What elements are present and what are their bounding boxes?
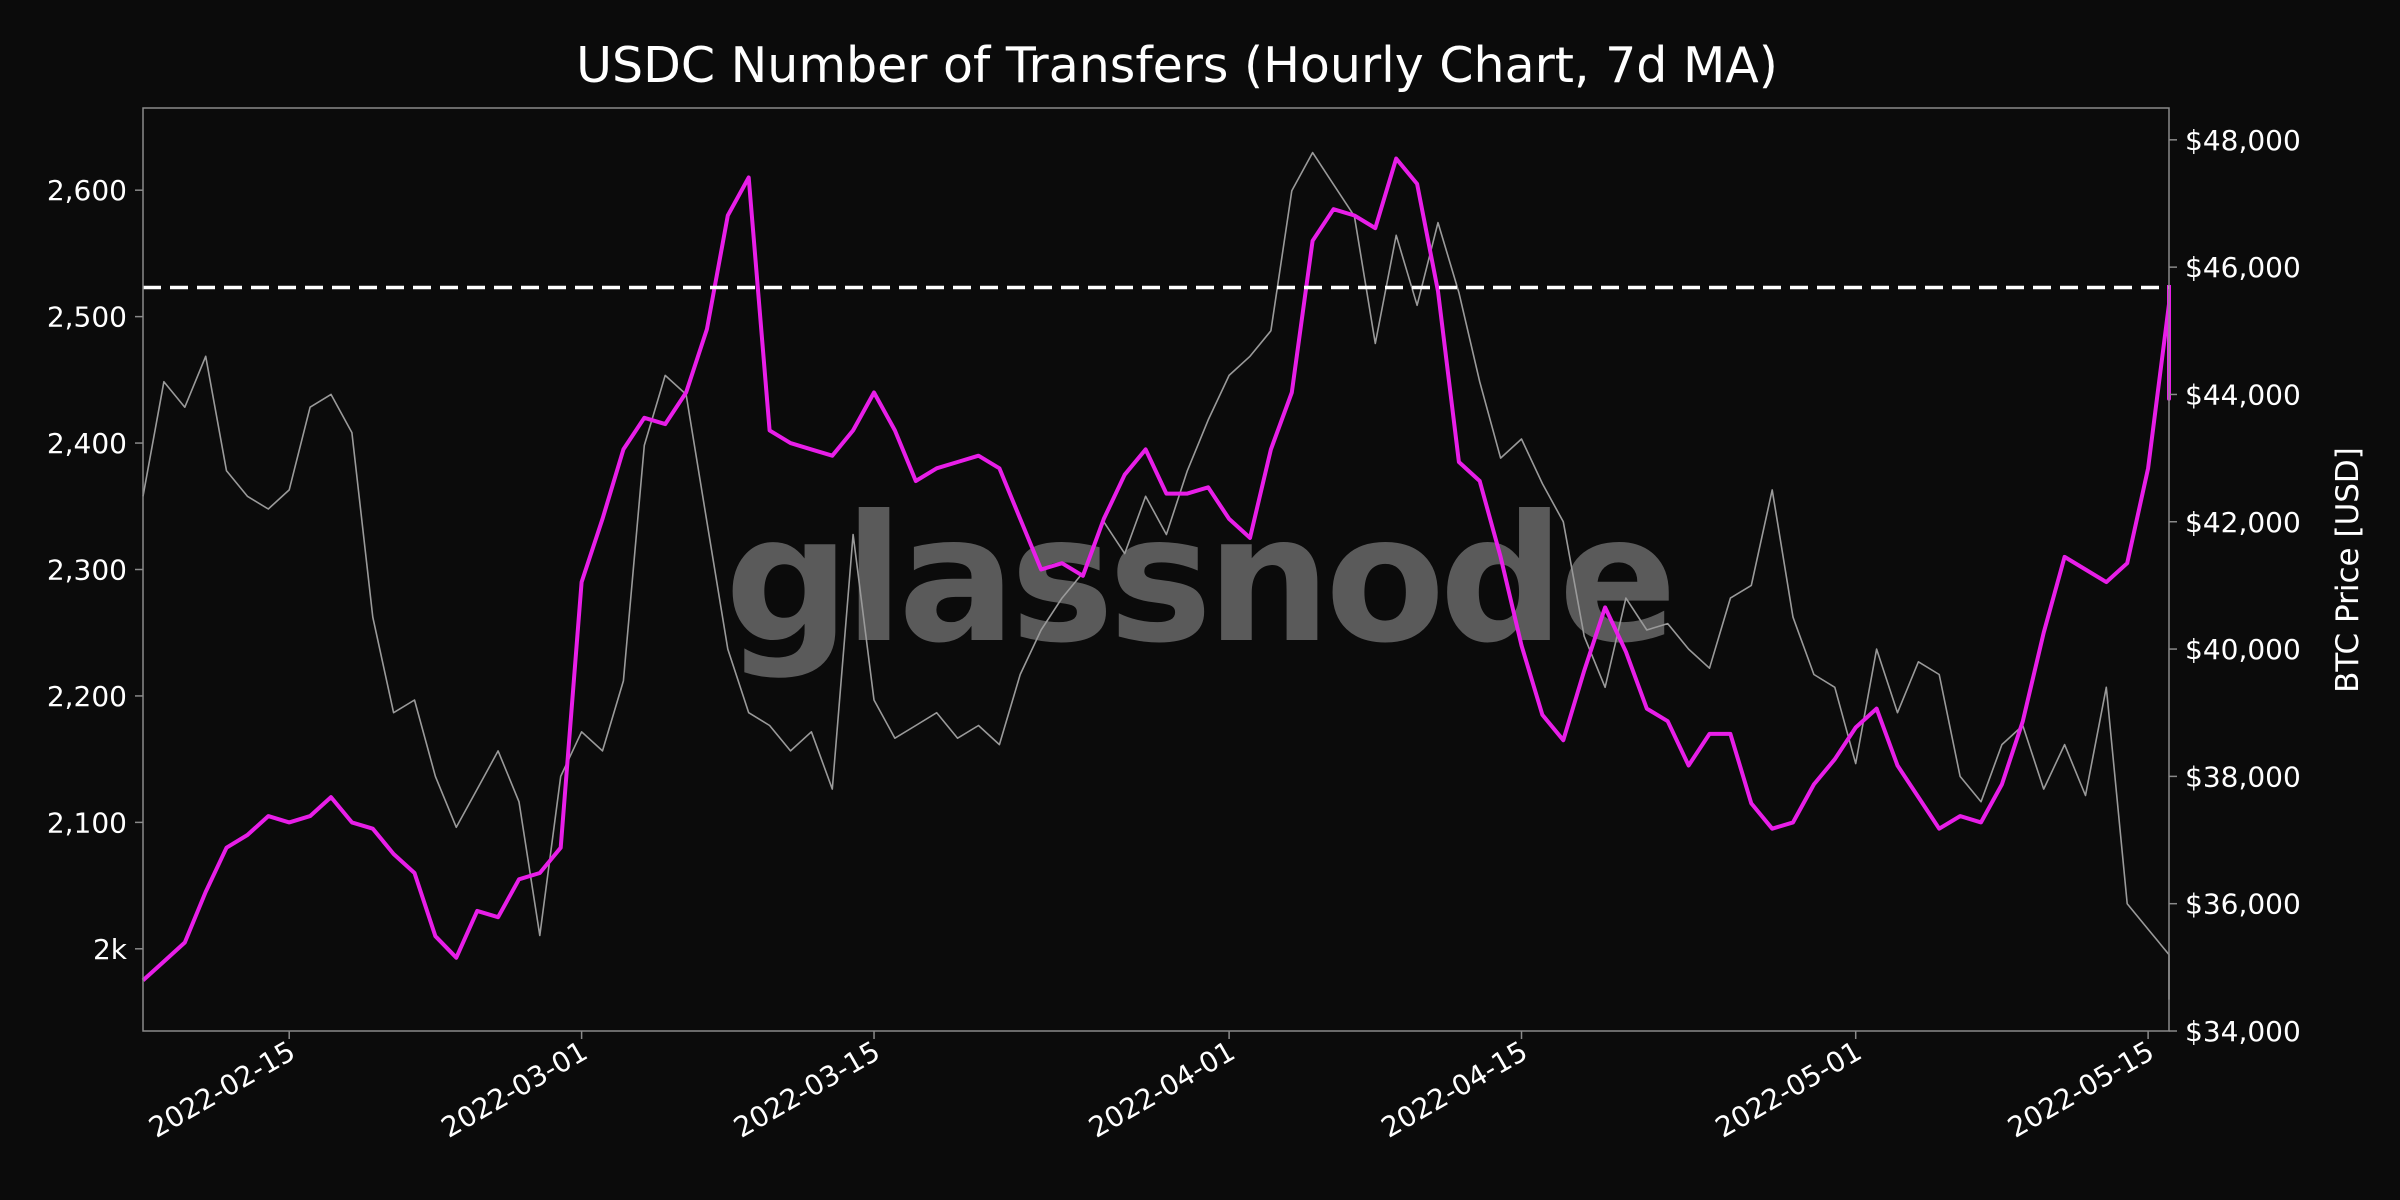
y2-axis-label: BTC Price [USD] (2330, 447, 2366, 693)
y2-tick-label: $34,000 (2185, 1015, 2301, 1048)
y-tick-label: 2,200 (47, 680, 127, 713)
y2-tick-label: $36,000 (2185, 888, 2301, 921)
y2-tick-label: $48,000 (2185, 124, 2301, 157)
series-layer (141, 151, 2171, 1001)
usdc-transfers-line (141, 156, 2171, 982)
y2-tick-label: $38,000 (2185, 760, 2301, 793)
y2-tick-label: $42,000 (2185, 506, 2301, 539)
y-tick-label: 2,100 (47, 806, 127, 839)
y-tick-label: 2k (93, 933, 128, 966)
y-tick-label: 2,600 (47, 174, 127, 207)
btc-price-line (142, 151, 2170, 1001)
y-tick-label: 2,500 (47, 301, 127, 334)
y2-tick-label: $40,000 (2185, 633, 2301, 666)
y2-tick-label: $46,000 (2185, 251, 2301, 284)
y-tick-label: 2,400 (47, 427, 127, 460)
watermark: glassnode (725, 479, 1671, 682)
y-tick-label: 2,300 (47, 554, 127, 587)
chart-title: USDC Number of Transfers (Hourly Chart, … (576, 37, 1778, 94)
y2-tick-label: $44,000 (2185, 378, 2301, 411)
